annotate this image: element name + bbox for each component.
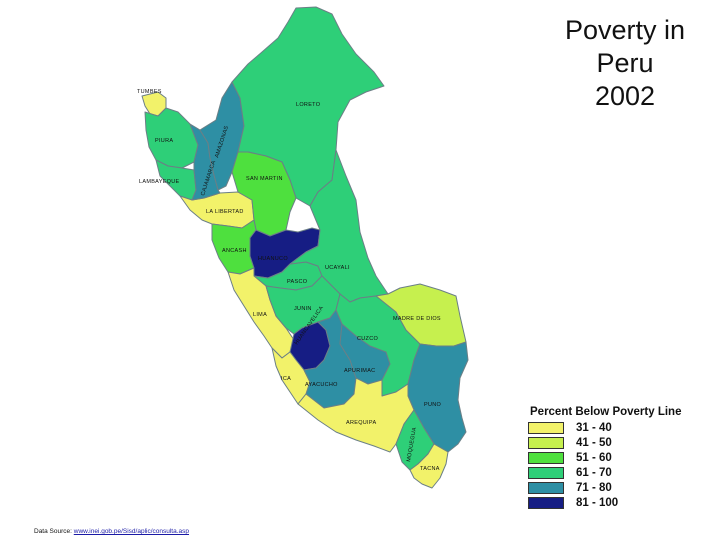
legend-label: 41 - 50 [576,436,612,449]
region-label-lambayeque: LAMBAYEQUE [139,179,180,185]
legend-item: 51 - 60 [528,450,718,465]
legend-item: 81 - 100 [528,495,718,510]
legend-item: 41 - 50 [528,435,718,450]
region-label-apurimac: APURIMAC [344,368,375,374]
legend-label: 31 - 40 [576,421,612,434]
region-ancash[interactable] [211,219,257,275]
data-source: Data Source: www.inei.gob.pe/Sisd/aplic/… [34,528,189,535]
region-label-cuzco: CUZCO [357,336,378,342]
region-label-madre-de-dios: MADRE DE DIOS [393,316,441,322]
map-title-line-3: 2002 [594,81,656,111]
legend: Percent Below Poverty Line 31 - 40 41 - … [528,406,718,510]
region-label-ica: ICA [281,376,291,382]
region-label-pasco: PASCO [287,279,308,285]
data-source-link[interactable]: www.inei.gob.pe/Sisd/aplic/consulta.asp [73,528,190,535]
legend-label: 71 - 80 [576,481,612,494]
legend-swatch [528,436,564,449]
map-title-line-2: Peru [596,48,654,78]
map-title-line-1: Poverty in [564,15,686,45]
region-label-puno: PUNO [424,402,442,408]
region-label-tacna: TACNA [420,466,440,472]
legend-item: 31 - 40 [528,420,718,435]
region-label-lima: LIMA [253,312,267,318]
region-label-ayacucho: AYACUCHO [305,382,338,388]
map-title: Poverty in Peru 2002 [545,14,705,113]
data-source-label: Data Source: [34,528,74,535]
legend-label: 81 - 100 [576,496,619,509]
region-label-ancash: ANCASH [222,248,247,254]
region-label-ucayali: UCAYALI [325,265,350,271]
region-label-junin: JUNIN [294,306,312,312]
legend-label: 51 - 60 [576,451,612,464]
region-label-tumbes: TUMBES [137,89,162,95]
legend-item: 61 - 70 [528,465,718,480]
legend-swatch [528,481,564,494]
region-label-loreto: LORETO [296,102,321,108]
region-label-arequipa: AREQUIPA [346,420,376,426]
region-label-la-libertad: LA LIBERTAD [206,209,244,215]
region-madre-de-dios[interactable] [375,283,467,347]
legend-swatch [528,451,564,464]
legend-swatch [528,496,564,509]
region-label-huanuco: HUANUCO [258,256,288,262]
legend-title: Percent Below Poverty Line [530,406,682,418]
legend-swatch [528,421,564,434]
legend-label: 61 - 70 [576,466,612,479]
region-label-san-martin: SAN MARTIN [246,176,283,182]
region-tacna[interactable] [409,443,449,489]
legend-swatch [528,466,564,479]
region-label-piura: PIURA [155,138,173,144]
region-arequipa[interactable] [297,377,415,453]
legend-item: 71 - 80 [528,480,718,495]
